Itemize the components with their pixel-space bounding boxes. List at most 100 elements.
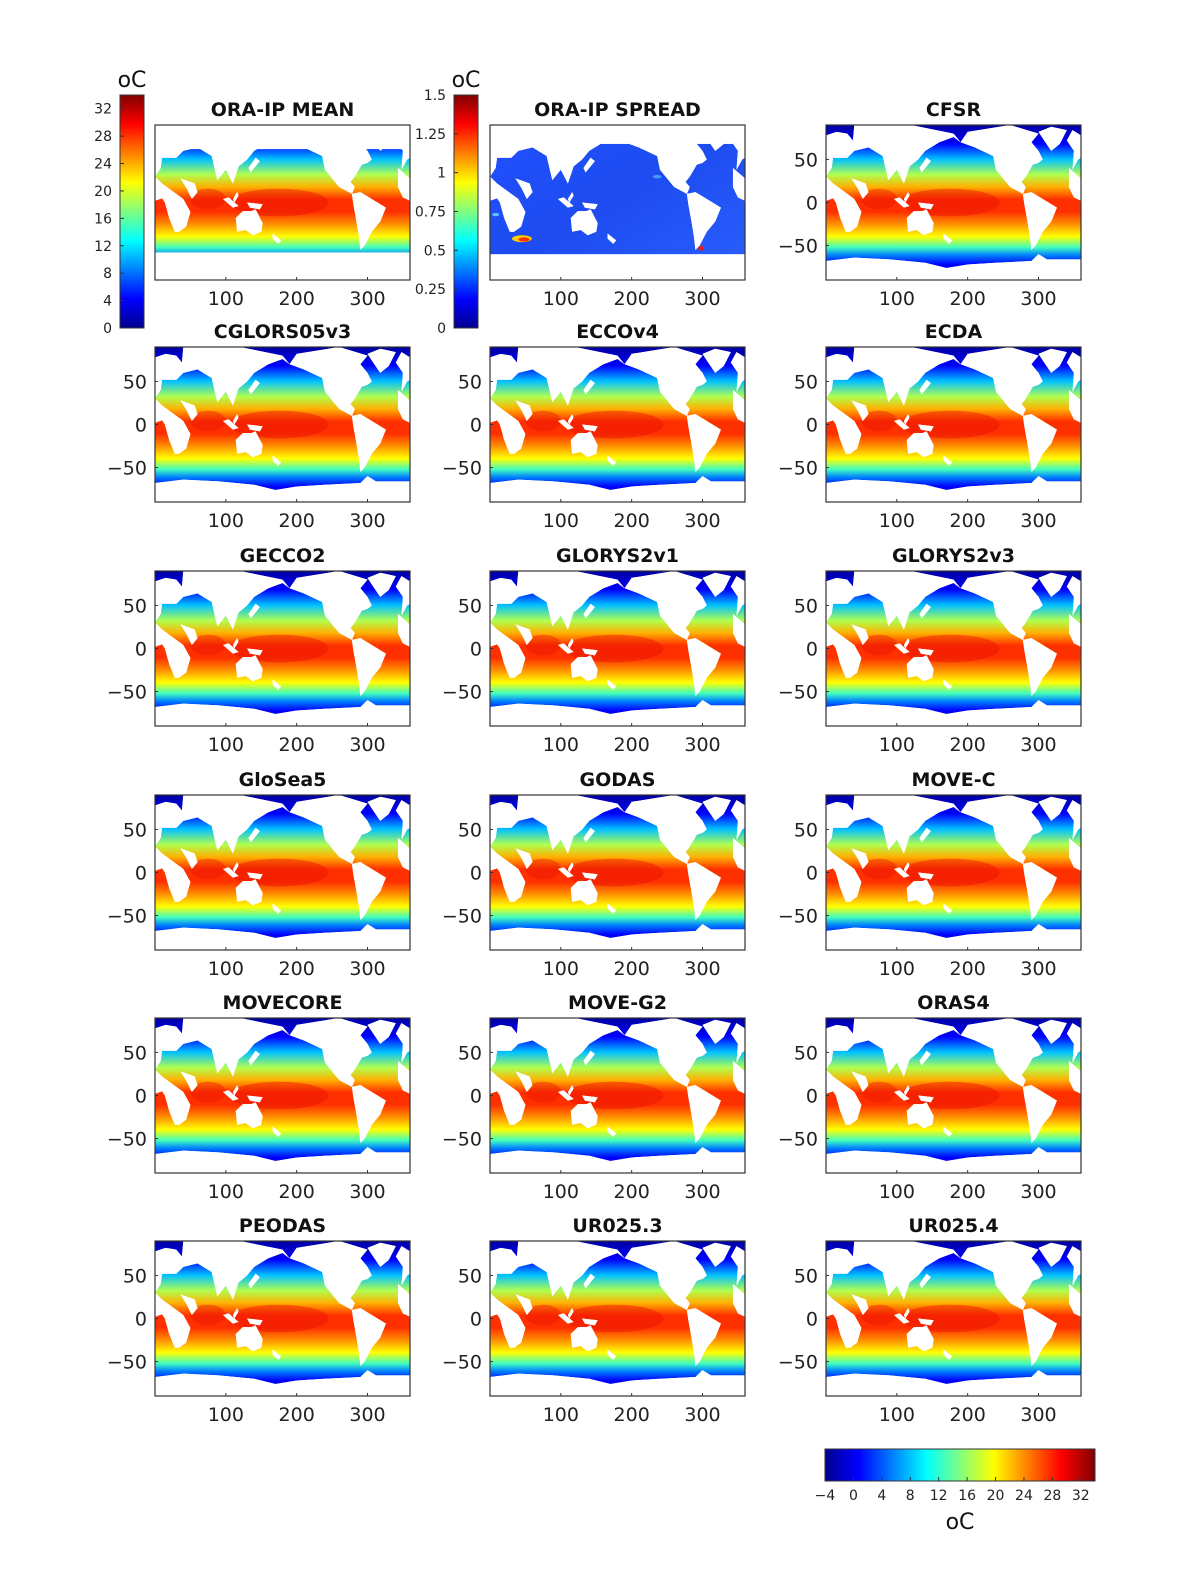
- x-tick-label: 300: [349, 958, 385, 980]
- y-tick-label: 0: [135, 639, 147, 661]
- map-panel: PEODAS 100 200 300 50 0 −50: [107, 1215, 411, 1426]
- y-tick-label: −50: [442, 1352, 482, 1374]
- y-tick-label: 50: [794, 819, 818, 841]
- y-tick-label: 50: [123, 1042, 147, 1064]
- warm-pool: [900, 634, 1000, 663]
- y-tick-label: −50: [778, 236, 818, 258]
- x-tick-label: 300: [684, 958, 720, 980]
- y-tick-label: 50: [794, 1042, 818, 1064]
- colorbar-tick-label: 20: [94, 184, 112, 200]
- warm-pool: [564, 634, 664, 663]
- map-panel: ECCOv4 100 200 300 50 0 −50: [442, 321, 746, 532]
- x-tick-label: 100: [879, 1181, 915, 1203]
- map-panel: ORA-IP SPREAD 100 200 300: [489, 99, 746, 310]
- colorbar-tick-label: 20: [987, 1488, 1005, 1504]
- x-tick-label: 300: [684, 734, 720, 756]
- y-tick-label: 50: [794, 595, 818, 617]
- map-field: [490, 571, 745, 726]
- x-tick-label: 200: [950, 958, 986, 980]
- y-tick-label: −50: [107, 458, 147, 480]
- x-tick-label: 300: [349, 734, 385, 756]
- map-panel: GLORYS2v1 100 200 300 50 0 −50: [442, 545, 746, 756]
- y-tick-label: −50: [107, 682, 147, 704]
- panel-title: GloSea5: [239, 769, 327, 791]
- x-tick-label: 200: [614, 958, 650, 980]
- indian-warm: [190, 634, 226, 656]
- warm-pool: [229, 634, 329, 663]
- panel-title: PEODAS: [239, 1215, 326, 1237]
- y-tick-label: −50: [442, 906, 482, 928]
- warm-pool: [564, 858, 664, 887]
- colorbar-tick-label: 4: [877, 1488, 886, 1504]
- panel-title: ORAS4: [917, 992, 989, 1014]
- y-tick-label: 0: [470, 863, 482, 885]
- x-tick-label: 300: [1020, 1181, 1056, 1203]
- y-tick-label: 0: [470, 1309, 482, 1331]
- colorbar-tick-label: 16: [958, 1488, 976, 1504]
- colorbar-tick-label: 0: [849, 1488, 858, 1504]
- indian-warm: [861, 634, 897, 656]
- x-tick-label: 300: [349, 288, 385, 310]
- indian-warm: [190, 410, 226, 432]
- x-tick-label: 300: [349, 1404, 385, 1426]
- map-panel: CGLORS05v3 100 200 300 50 0 −50: [107, 321, 411, 532]
- x-tick-label: 300: [349, 510, 385, 532]
- indian-warm: [525, 1081, 561, 1103]
- warm-pool: [229, 1081, 329, 1110]
- indian-warm: [190, 1304, 226, 1326]
- x-tick-label: 200: [279, 734, 315, 756]
- y-tick-label: 0: [470, 1086, 482, 1108]
- x-tick-label: 300: [349, 1181, 385, 1203]
- x-tick-label: 100: [543, 958, 579, 980]
- spread-hotspot: [698, 245, 704, 251]
- panel-title: UR025.4: [908, 1215, 998, 1237]
- x-tick-label: 300: [1020, 958, 1056, 980]
- map-field: [490, 347, 745, 502]
- x-tick-label: 100: [208, 510, 244, 532]
- map-panel: GLORYS2v3 100 200 300 50 0 −50: [778, 545, 1082, 756]
- colorbar-tick-label: 8: [906, 1488, 915, 1504]
- x-tick-label: 100: [543, 288, 579, 310]
- x-tick-label: 300: [684, 1181, 720, 1203]
- map-field: [490, 1018, 745, 1173]
- indian-warm: [525, 410, 561, 432]
- y-tick-label: 50: [123, 371, 147, 393]
- y-tick-label: −50: [778, 682, 818, 704]
- indian-warm: [525, 1304, 561, 1326]
- x-tick-label: 300: [1020, 288, 1056, 310]
- map-field: [826, 571, 1081, 726]
- y-tick-label: 50: [458, 819, 482, 841]
- panel-title: GLORYS2v3: [892, 545, 1015, 567]
- panel-title: CGLORS05v3: [214, 321, 351, 343]
- colorbar-tick-label: 0.25: [415, 282, 446, 298]
- colorbar-tick-label: 1.5: [424, 88, 446, 104]
- map-field: [826, 795, 1081, 950]
- colorbar-tick-label: 0.75: [415, 205, 446, 221]
- y-tick-label: −50: [778, 458, 818, 480]
- x-tick-label: 200: [614, 1404, 650, 1426]
- map-panel: MOVE-C 100 200 300 50 0 −50: [778, 769, 1082, 980]
- map-panel: GODAS 100 200 300 50 0 −50: [442, 769, 746, 980]
- y-tick-label: 50: [458, 595, 482, 617]
- spread-hotspot: [518, 237, 530, 242]
- y-tick-label: 0: [135, 863, 147, 885]
- colorbar-tick-label: 16: [94, 211, 112, 227]
- map-field: [826, 1018, 1081, 1173]
- x-tick-label: 100: [879, 958, 915, 980]
- colorbar-tick-label: 8: [103, 266, 112, 282]
- x-tick-label: 200: [950, 1181, 986, 1203]
- colorbar-unit: oC: [118, 68, 147, 93]
- colorbar-tick-label: 1: [437, 166, 446, 182]
- x-tick-label: 100: [208, 958, 244, 980]
- warm-pool: [900, 188, 1000, 217]
- map-panel: ORAS4 100 200 300 50 0 −50: [778, 992, 1082, 1203]
- warm-pool: [229, 1304, 329, 1333]
- map-panel: CFSR 100 200 300 50 0 −50: [778, 99, 1082, 310]
- x-tick-label: 200: [279, 1181, 315, 1203]
- x-tick-label: 100: [208, 734, 244, 756]
- panel-title: MOVE-G2: [568, 992, 667, 1014]
- indian-warm: [190, 858, 226, 880]
- axes-box: [154, 124, 411, 281]
- panel-title: CFSR: [926, 99, 982, 121]
